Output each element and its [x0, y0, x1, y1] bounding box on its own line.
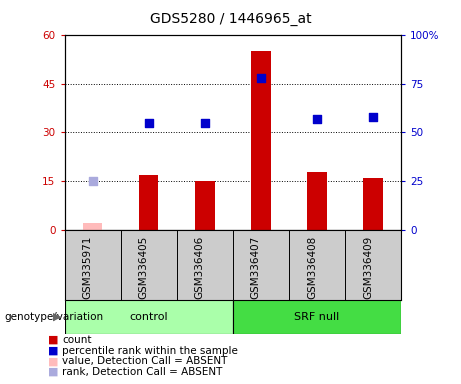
- Point: [369, 114, 377, 120]
- Text: GSM335971: GSM335971: [83, 236, 93, 299]
- Bar: [251, 51, 271, 230]
- Bar: [195, 182, 214, 230]
- Text: percentile rank within the sample: percentile rank within the sample: [62, 346, 238, 356]
- Bar: [307, 172, 327, 230]
- Text: ■: ■: [48, 346, 58, 356]
- Point: [89, 178, 96, 185]
- Bar: [139, 175, 159, 230]
- Bar: [83, 223, 102, 230]
- Text: count: count: [62, 335, 92, 345]
- Text: GSM336408: GSM336408: [307, 236, 317, 299]
- Text: GSM336407: GSM336407: [251, 236, 261, 299]
- Text: ■: ■: [48, 356, 58, 366]
- Text: GSM336405: GSM336405: [139, 236, 148, 299]
- Text: ▶: ▶: [53, 312, 62, 322]
- Bar: [363, 178, 383, 230]
- Text: SRF null: SRF null: [294, 312, 340, 322]
- Point: [313, 116, 321, 122]
- Point: [201, 120, 208, 126]
- Text: genotype/variation: genotype/variation: [5, 312, 104, 322]
- Text: GDS5280 / 1446965_at: GDS5280 / 1446965_at: [150, 12, 311, 25]
- Text: GSM336406: GSM336406: [195, 236, 205, 299]
- Bar: [233, 300, 401, 334]
- Text: control: control: [130, 312, 168, 322]
- Text: GSM336409: GSM336409: [363, 236, 373, 299]
- Text: ■: ■: [48, 367, 58, 377]
- Point: [257, 74, 265, 81]
- Text: ■: ■: [48, 335, 58, 345]
- Text: value, Detection Call = ABSENT: value, Detection Call = ABSENT: [62, 356, 228, 366]
- Bar: [65, 300, 233, 334]
- Point: [145, 120, 152, 126]
- Text: rank, Detection Call = ABSENT: rank, Detection Call = ABSENT: [62, 367, 223, 377]
